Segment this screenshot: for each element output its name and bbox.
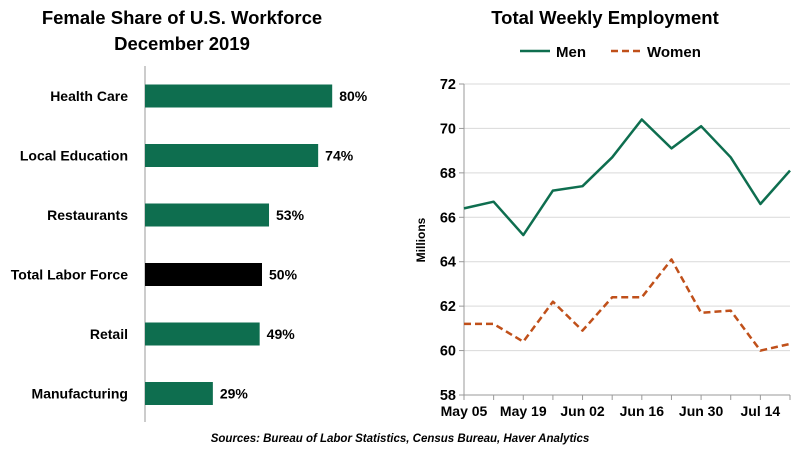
- bar-chart-title-line2: December 2019: [114, 33, 250, 54]
- line-chart-title: Total Weekly Employment: [491, 7, 719, 28]
- y-axis: 58 60 62 64 66 68 70 72: [440, 77, 790, 404]
- source-note: Sources: Bureau of Labor Statistics, Cen…: [210, 433, 590, 445]
- bar-value-label: 53%: [276, 207, 305, 223]
- legend-men-label: Men: [556, 44, 586, 61]
- bar-value-label: 74%: [325, 148, 354, 164]
- y-tick-label: 68: [440, 166, 456, 182]
- female-share-bar-chart: Female Share of U.S. Workforce December …: [11, 7, 368, 422]
- bar: [145, 322, 260, 346]
- legend-women-label: Women: [647, 44, 701, 61]
- bar-category-label: Manufacturing: [32, 386, 128, 402]
- bar: [145, 144, 319, 167]
- y-tick-label: 62: [440, 299, 456, 315]
- bar-group: Health Care 80% Local Education 74% Restaura…: [11, 84, 368, 405]
- bar: [145, 263, 262, 286]
- x-tick-label: Jun 16: [620, 403, 665, 419]
- x-tick-label: Jun 02: [560, 403, 605, 419]
- bar: [145, 382, 213, 405]
- y-tick-label: 72: [440, 77, 456, 93]
- bar-category-label: Local Education: [20, 148, 128, 164]
- y-tick-label: 58: [440, 388, 456, 404]
- legend: Men Women: [520, 44, 701, 61]
- x-axis: May 05 May 19 Jun 02 Jun 16 Jun 30 Jul 14: [441, 394, 791, 419]
- y-axis-label: Millions: [414, 217, 428, 262]
- bar-category-label: Health Care: [50, 88, 128, 104]
- x-tick-label: May 05: [441, 403, 488, 419]
- bar-value-label: 50%: [269, 267, 298, 283]
- series-line-men: [463, 118, 791, 237]
- bar-value-label: 29%: [220, 386, 249, 402]
- series-group: [463, 118, 791, 352]
- bar-value-label: 49%: [267, 326, 296, 342]
- y-tick-label: 70: [440, 121, 456, 137]
- bar: [145, 84, 333, 108]
- weekly-employment-line-chart: Total Weekly Employment Men Women Millio…: [414, 7, 791, 419]
- y-tick-label: 60: [440, 344, 456, 360]
- bar-value-label: 80%: [339, 88, 368, 104]
- bar: [145, 203, 270, 227]
- bar-category-label: Restaurants: [47, 207, 128, 223]
- bar-chart-title-line1: Female Share of U.S. Workforce: [42, 7, 322, 28]
- y-tick-label: 64: [440, 255, 456, 271]
- x-tick-label: Jul 14: [741, 403, 781, 419]
- x-tick-label: Jun 30: [679, 403, 724, 419]
- bar-category-label: Retail: [90, 326, 128, 342]
- y-tick-label: 66: [440, 210, 456, 226]
- bar-category-label: Total Labor Force: [11, 267, 128, 283]
- series-line-women: [464, 258, 791, 352]
- x-tick-label: May 19: [500, 403, 547, 419]
